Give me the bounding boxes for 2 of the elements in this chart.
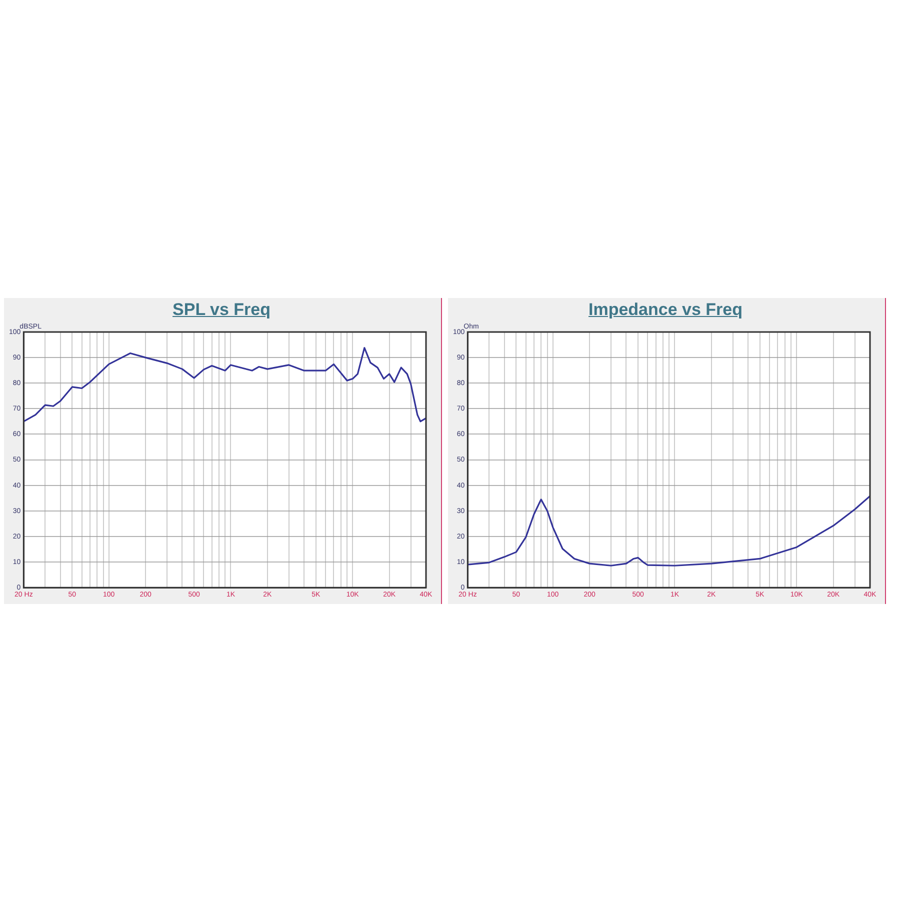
chart-title: SPL vs Freq	[172, 300, 272, 320]
chart-title: Impedance vs Freq	[587, 300, 744, 320]
